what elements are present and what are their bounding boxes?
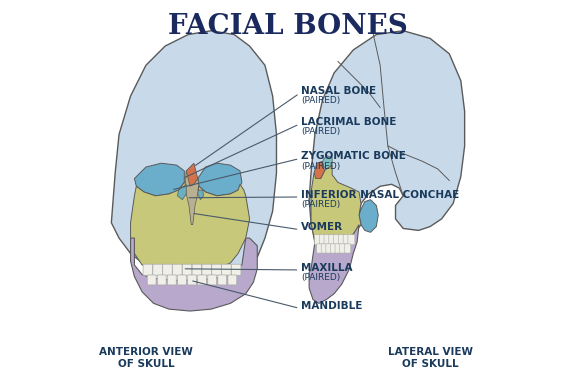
FancyBboxPatch shape bbox=[202, 264, 211, 275]
Text: NASAL BONE: NASAL BONE bbox=[301, 86, 377, 96]
FancyBboxPatch shape bbox=[324, 235, 331, 245]
Polygon shape bbox=[311, 165, 361, 246]
FancyBboxPatch shape bbox=[335, 244, 342, 253]
FancyBboxPatch shape bbox=[326, 244, 332, 253]
FancyBboxPatch shape bbox=[153, 264, 162, 275]
FancyBboxPatch shape bbox=[228, 275, 237, 285]
FancyBboxPatch shape bbox=[168, 275, 176, 285]
FancyBboxPatch shape bbox=[147, 275, 156, 285]
FancyBboxPatch shape bbox=[208, 275, 217, 285]
FancyBboxPatch shape bbox=[162, 264, 172, 275]
FancyBboxPatch shape bbox=[192, 264, 202, 275]
FancyBboxPatch shape bbox=[143, 264, 153, 275]
FancyBboxPatch shape bbox=[344, 244, 351, 253]
Polygon shape bbox=[134, 163, 184, 196]
Polygon shape bbox=[309, 31, 465, 246]
Text: INFERIOR NASAL CONCHAE: INFERIOR NASAL CONCHAE bbox=[301, 190, 460, 200]
Text: MAXILLA: MAXILLA bbox=[301, 263, 353, 273]
Polygon shape bbox=[185, 171, 199, 225]
FancyBboxPatch shape bbox=[329, 235, 336, 245]
FancyBboxPatch shape bbox=[340, 244, 346, 253]
Text: LACRIMAL BONE: LACRIMAL BONE bbox=[301, 117, 397, 127]
Text: (PAIRED): (PAIRED) bbox=[301, 200, 340, 209]
Polygon shape bbox=[359, 200, 378, 232]
Text: VOMER: VOMER bbox=[301, 222, 343, 232]
Text: FACIAL BONES: FACIAL BONES bbox=[168, 13, 408, 40]
Text: ZYGOMATIC BONE: ZYGOMATIC BONE bbox=[301, 151, 406, 161]
Polygon shape bbox=[323, 156, 332, 169]
Text: (PAIRED): (PAIRED) bbox=[301, 162, 340, 171]
FancyBboxPatch shape bbox=[157, 275, 166, 285]
Polygon shape bbox=[186, 163, 198, 186]
Text: ANTERIOR VIEW
OF SKULL: ANTERIOR VIEW OF SKULL bbox=[99, 347, 193, 369]
Polygon shape bbox=[198, 186, 203, 200]
FancyBboxPatch shape bbox=[334, 235, 340, 245]
FancyBboxPatch shape bbox=[321, 244, 328, 253]
Polygon shape bbox=[111, 31, 276, 275]
FancyBboxPatch shape bbox=[348, 235, 355, 245]
FancyBboxPatch shape bbox=[172, 264, 182, 275]
FancyBboxPatch shape bbox=[222, 264, 231, 275]
Polygon shape bbox=[131, 179, 249, 271]
FancyBboxPatch shape bbox=[212, 264, 221, 275]
FancyBboxPatch shape bbox=[331, 244, 337, 253]
FancyBboxPatch shape bbox=[198, 275, 206, 285]
Text: MANDIBLE: MANDIBLE bbox=[301, 301, 363, 311]
FancyBboxPatch shape bbox=[319, 235, 326, 245]
FancyBboxPatch shape bbox=[218, 275, 226, 285]
Text: (PAIRED): (PAIRED) bbox=[301, 96, 340, 106]
Polygon shape bbox=[198, 163, 242, 196]
FancyBboxPatch shape bbox=[343, 235, 350, 245]
FancyBboxPatch shape bbox=[188, 275, 196, 285]
Polygon shape bbox=[309, 225, 359, 303]
Text: LATERAL VIEW
OF SKULL: LATERAL VIEW OF SKULL bbox=[388, 347, 472, 369]
Text: (PAIRED): (PAIRED) bbox=[301, 273, 340, 282]
FancyBboxPatch shape bbox=[338, 235, 345, 245]
FancyBboxPatch shape bbox=[177, 275, 187, 285]
Polygon shape bbox=[177, 184, 186, 200]
FancyBboxPatch shape bbox=[314, 235, 321, 245]
Polygon shape bbox=[131, 238, 257, 311]
Text: (PAIRED): (PAIRED) bbox=[301, 127, 340, 136]
Polygon shape bbox=[314, 161, 324, 179]
FancyBboxPatch shape bbox=[232, 264, 241, 275]
FancyBboxPatch shape bbox=[182, 264, 192, 275]
FancyBboxPatch shape bbox=[317, 244, 323, 253]
